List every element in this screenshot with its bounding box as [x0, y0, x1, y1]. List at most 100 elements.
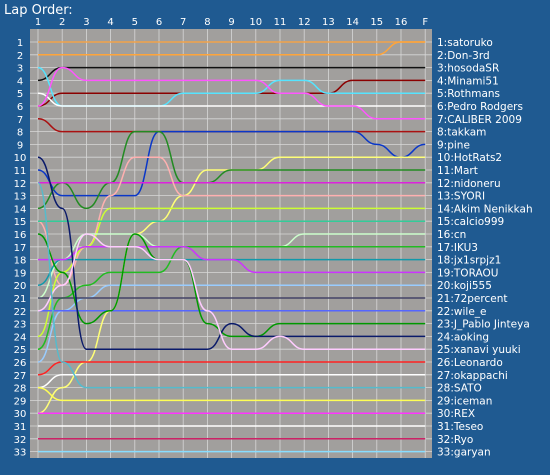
- final-standing-label: 5:Rothmans: [437, 88, 500, 100]
- x-tick-label: 16: [395, 17, 408, 28]
- position-tick-label: 21: [14, 294, 27, 305]
- final-standing-label: 22:wile_e: [437, 306, 487, 318]
- position-tick-label: 33: [14, 448, 27, 459]
- position-tick-label: 7: [17, 115, 23, 126]
- final-standings-labels: 1:satoruko2:Don-3rd3:hosodaSR4:Minami515…: [437, 37, 533, 459]
- series-line: [37, 207, 426, 338]
- final-standing-label: 3:hosodaSR: [437, 63, 499, 75]
- series-line: [37, 386, 426, 402]
- x-tick-label: 14: [346, 17, 359, 28]
- final-standing-label: 12:nidoneru: [437, 178, 501, 190]
- series-line: [37, 66, 426, 120]
- position-tick-label: 15: [14, 217, 27, 228]
- position-tick-label: 12: [14, 179, 27, 190]
- position-tick-label: 9: [17, 140, 23, 151]
- final-standing-label: 25:xanavi yuuki: [437, 344, 521, 356]
- position-tick-label: 3: [17, 64, 23, 75]
- position-tick-labels: 1234567891011121314151617181920212223242…: [14, 38, 27, 459]
- series-line: [37, 284, 426, 363]
- series-line: [37, 246, 426, 350]
- position-tick-label: 14: [14, 204, 27, 215]
- final-standing-label: 19:TORAOU: [437, 267, 498, 279]
- x-tick-label: 5: [132, 17, 138, 28]
- position-tick-label: 16: [14, 230, 27, 241]
- final-standing-label: 18:jx1srpjz1: [437, 255, 501, 267]
- final-standing-label: 9:pine: [437, 139, 470, 151]
- final-standing-label: 8:takkam: [437, 127, 486, 139]
- x-tick-label: F: [422, 17, 428, 28]
- position-tick-label: 27: [14, 371, 27, 382]
- position-tick-label: 13: [14, 192, 27, 203]
- x-tick-label: 9: [228, 17, 234, 28]
- position-tick-label: 2: [17, 51, 23, 62]
- series-line: [37, 182, 426, 389]
- series-lines: [37, 41, 426, 453]
- position-tick-label: 24: [14, 332, 27, 343]
- final-standing-label: 13:SYORI: [437, 191, 485, 203]
- final-standing-label: 14:Akim Nenikkah: [437, 203, 533, 215]
- position-tick-label: 32: [14, 435, 27, 446]
- final-standing-label: 24:aoking: [437, 331, 489, 343]
- plot-area: [30, 29, 432, 458]
- position-tick-label: 25: [14, 345, 27, 356]
- final-standing-label: 4:Minami51: [437, 75, 499, 87]
- series-line: [37, 130, 426, 197]
- position-tick-label: 30: [14, 409, 27, 420]
- position-tick-label: 20: [14, 281, 27, 292]
- final-standing-label: 28:SATO: [437, 383, 482, 395]
- x-tick-label: 11: [274, 17, 287, 28]
- final-standing-label: 2:Don-3rd: [437, 50, 490, 62]
- final-standing-label: 15:calcio999: [437, 216, 504, 228]
- series-line: [37, 130, 426, 210]
- series-line: [37, 233, 426, 350]
- position-tick-label: 1: [17, 38, 23, 49]
- position-tick-label: 23: [14, 320, 27, 331]
- final-standing-label: 20:koji555: [437, 280, 492, 292]
- final-standing-label: 29:iceman: [437, 395, 492, 407]
- x-tick-label: 12: [298, 17, 311, 28]
- x-tick-label: 3: [83, 17, 89, 28]
- final-standing-label: 33:garyan: [437, 447, 491, 459]
- position-tick-label: 31: [14, 422, 27, 433]
- final-standing-label: 30:REX: [437, 408, 475, 420]
- series-line: [37, 361, 426, 376]
- position-tick-label: 28: [14, 384, 27, 395]
- final-standing-label: 27:okappachi: [437, 370, 508, 382]
- x-tick-label: 13: [322, 17, 335, 28]
- series-line: [37, 156, 426, 350]
- series-line: [38, 41, 426, 56]
- final-standing-label: 32:Ryo: [437, 434, 473, 446]
- x-tick-labels: 1 2 3 4 5 6 7 8 9 10 11 12 13 14 15 16 F: [35, 17, 429, 28]
- final-standing-label: 7:CALIBER 2009: [437, 114, 522, 126]
- final-standing-label: 21:72percent: [437, 293, 507, 305]
- position-tick-label: 22: [14, 307, 27, 318]
- position-tick-label: 18: [14, 256, 27, 267]
- x-tick-label: 6: [156, 17, 162, 28]
- series-line: [37, 66, 426, 82]
- position-tick-label: 17: [14, 243, 27, 254]
- position-tick-label: 29: [14, 396, 27, 407]
- x-tick-label: 8: [204, 17, 210, 28]
- final-standing-label: 17:IKU3: [437, 242, 478, 254]
- series-line: [37, 92, 426, 107]
- series-line: [37, 233, 426, 338]
- position-tick-label: 8: [17, 128, 23, 139]
- final-standing-label: 16:cn: [437, 229, 466, 241]
- position-tick-label: 26: [14, 358, 27, 369]
- x-tick-label: 10: [249, 17, 262, 28]
- x-tick-label: 4: [107, 17, 113, 28]
- x-tick-label: 2: [59, 17, 65, 28]
- position-tick-label: 19: [14, 268, 27, 279]
- final-standing-label: 1:satoruko: [437, 37, 493, 49]
- final-standing-label: 10:HotRats2: [437, 152, 502, 164]
- series-line: [38, 246, 426, 274]
- chart-title: Lap Order:: [4, 3, 73, 18]
- position-tick-label: 6: [17, 102, 23, 113]
- final-standing-label: 11:Mart: [437, 165, 478, 177]
- final-standing-label: 6:Pedro Rodgers: [437, 101, 523, 113]
- final-standing-label: 26:Leonardo: [437, 357, 503, 369]
- final-standing-label: 31:Teseo: [437, 421, 483, 433]
- final-standing-label: 23:J_Pablo Jinteya: [437, 319, 530, 331]
